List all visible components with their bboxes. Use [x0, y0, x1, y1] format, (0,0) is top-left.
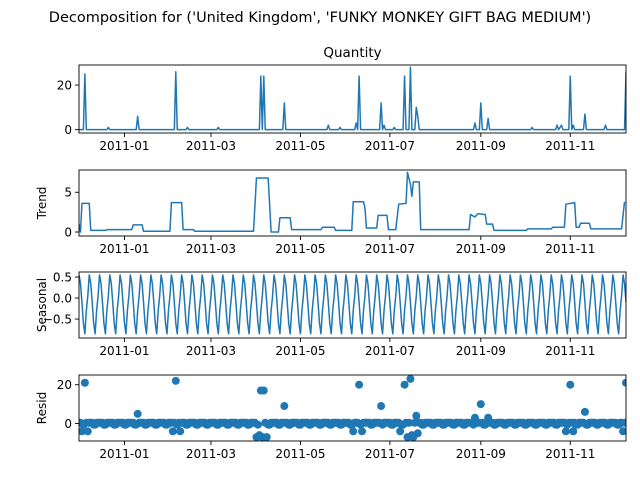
resid-point: [406, 375, 415, 383]
resid-point: [358, 427, 367, 436]
series-line: [79, 274, 626, 335]
resid-point: [133, 409, 142, 418]
y-tick-label: 5: [64, 186, 72, 200]
axes-frame: [78, 271, 627, 339]
resid-point: [569, 427, 578, 436]
x-tick-label: 2011-09: [456, 242, 506, 256]
panel-trend: Trend 0 5 2011-01 2011-03 2011-05 2011-07 2011-…: [35, 169, 627, 256]
x-tick-label: 2011-11: [545, 242, 595, 256]
resid-point: [413, 429, 422, 438]
axes-frame: [78, 374, 627, 442]
axes-frame: [78, 64, 627, 134]
x-tick-label: 2011-01: [99, 344, 149, 358]
x-tick-label: 2011-01: [99, 447, 149, 461]
resid-point: [400, 380, 409, 389]
resid-point: [355, 380, 364, 389]
y-tick-label: 0.5: [53, 270, 72, 284]
x-tick-label: 2011-05: [275, 447, 325, 461]
y-axis-label: Seasonal: [35, 278, 49, 332]
panel-resid: Resid 0 20 2011-01 2011-03 2011-05 2011-07 2011…: [35, 374, 627, 461]
figure-suptitle: Decomposition for ('United Kingdom', 'FU…: [49, 10, 591, 26]
x-tick-label: 2011-03: [186, 139, 236, 153]
x-tick-label: 2011-07: [365, 447, 415, 461]
x-tick-label: 2011-11: [545, 139, 595, 153]
x-tick-label: 2011-01: [99, 139, 149, 153]
x-tick-label: 2011-05: [275, 242, 325, 256]
plot-area: [79, 66, 626, 131]
panel-title: Quantity: [323, 45, 381, 61]
resid-point: [622, 378, 626, 387]
y-tick-label: 0: [64, 123, 72, 137]
resid-point: [377, 402, 386, 411]
resid-point: [580, 407, 589, 416]
resid-point: [566, 380, 575, 389]
resid-point: [620, 418, 626, 427]
resid-point: [404, 418, 413, 427]
resid-point: [259, 386, 268, 395]
resid-point: [349, 427, 358, 436]
y-tick-label: 20: [57, 378, 72, 392]
panel-quantity: Quantity 0 20 2011-01 2011-03 2011-05 2011-07 2…: [57, 45, 627, 153]
resid-point: [476, 400, 485, 409]
x-tick-label: 2011-09: [456, 139, 506, 153]
x-tick-label: 2011-05: [275, 139, 325, 153]
x-tick-label: 2011-07: [365, 139, 415, 153]
x-tick-label: 2011-07: [365, 344, 415, 358]
resid-point: [176, 427, 185, 436]
y-tick-label: 0: [64, 417, 72, 431]
panel-seasonal: Seasonal 0.5 0.0 −0.5 2011-01 2011-03 2011-05 2…: [35, 270, 627, 358]
resid-point: [253, 420, 262, 429]
resid-point: [280, 402, 289, 411]
plot-area: [79, 375, 626, 441]
x-tick-label: 2011-07: [365, 242, 415, 256]
resid-point: [83, 427, 92, 436]
series-line: [79, 66, 626, 131]
resid-point: [561, 427, 570, 436]
x-tick-label: 2011-05: [275, 344, 325, 358]
x-tick-label: 2011-01: [99, 242, 149, 256]
y-tick-label: −0.5: [43, 312, 72, 326]
resid-point: [396, 427, 405, 436]
x-tick-label: 2011-11: [545, 344, 595, 358]
y-tick-label: 0: [64, 225, 72, 239]
axes-frame: [78, 169, 627, 237]
y-axis-label: Trend: [35, 187, 49, 221]
series-line: [79, 171, 626, 233]
plot-area: [79, 171, 626, 233]
resid-point: [619, 427, 626, 436]
resid-point: [412, 411, 421, 420]
x-tick-label: 2011-03: [186, 344, 236, 358]
resid-point: [79, 427, 86, 436]
x-tick-label: 2011-09: [456, 447, 506, 461]
plot-area: [79, 274, 626, 335]
resid-point: [171, 376, 180, 385]
x-tick-label: 2011-03: [186, 242, 236, 256]
resid-point: [168, 427, 177, 436]
x-tick-label: 2011-03: [186, 447, 236, 461]
x-tick-label: 2011-11: [545, 447, 595, 461]
y-tick-label: 0.0: [53, 291, 72, 305]
resid-point: [262, 433, 271, 441]
resid-point: [80, 378, 89, 387]
y-tick-label: 20: [57, 78, 72, 92]
y-axis-label: Resid: [35, 392, 49, 424]
x-tick-label: 2011-09: [456, 344, 506, 358]
